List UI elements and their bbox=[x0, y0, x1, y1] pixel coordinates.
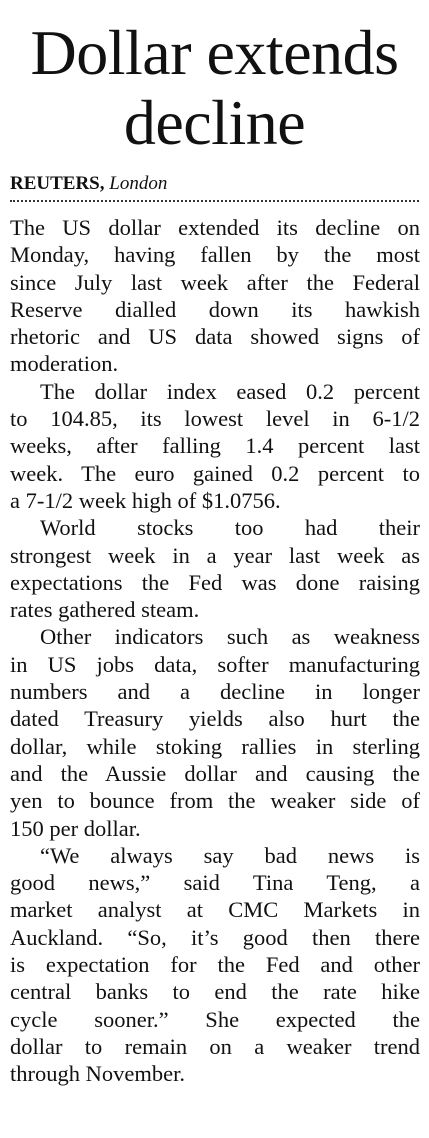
text-line: central banks to end the rate hike bbox=[10, 979, 420, 1005]
text-line: numbers and a decline in longer bbox=[10, 679, 420, 705]
text-line: since July last week after the Federal bbox=[10, 269, 420, 295]
text-line: weeks, after falling 1.4 percent last bbox=[10, 433, 420, 459]
text-line: “We always say bad news is bbox=[40, 842, 420, 868]
text-line: dollar to remain on a weaker trend bbox=[10, 1033, 420, 1059]
text-line: moderation. bbox=[10, 351, 119, 377]
paragraph: The US dollar extended its decline on Mon… bbox=[10, 214, 420, 378]
text-line: a 7-1/2 week high of $1.0756. bbox=[10, 487, 281, 513]
text-line: Monday, having fallen by the most bbox=[10, 242, 420, 268]
text-line: good news,” said Tina Teng, a bbox=[10, 870, 420, 896]
text-line: through November. bbox=[10, 1061, 185, 1087]
paragraph: Other indicators such as weakness in US j… bbox=[10, 623, 420, 841]
text-line: cycle sooner.” She expected the bbox=[10, 1006, 420, 1032]
text-line: rates gathered steam. bbox=[10, 597, 200, 623]
text-line: and the Aussie dollar and causing the bbox=[10, 760, 420, 786]
text-line: rhetoric and US data showed signs of bbox=[10, 324, 420, 350]
byline: REUTERS, London bbox=[10, 172, 419, 196]
text-line: is expectation for the Fed and other bbox=[10, 952, 420, 978]
text-line: expectations the Fed was done raising bbox=[10, 569, 420, 595]
text-line: The US dollar extended its decline on bbox=[10, 215, 420, 240]
text-line: Auckland. “So, it’s good then there bbox=[10, 924, 420, 950]
text-line: yen to bounce from the weaker side of bbox=[10, 788, 420, 814]
text-line: The dollar index eased 0.2 percent bbox=[40, 378, 420, 404]
separator bbox=[10, 200, 419, 202]
paragraph: World stocks too had their strongest week… bbox=[10, 514, 420, 623]
text-line: dollar, while stoking rallies in sterlin… bbox=[10, 733, 420, 759]
text-line: strongest week in a year last week as bbox=[10, 542, 420, 568]
headline: Dollar extends decline bbox=[30, 17, 400, 158]
text-line: World stocks too had their bbox=[40, 515, 420, 541]
text-line: dated Treasury yields also hurt the bbox=[10, 706, 420, 732]
text-line: in US jobs data, softer manufacturing bbox=[10, 651, 420, 677]
source: REUTERS, bbox=[10, 173, 105, 194]
text-line: Reserve dialled down its hawkish bbox=[10, 296, 420, 322]
text-line: to 104.85, its lowest level in 6-1/2 bbox=[10, 406, 420, 432]
paragraph: “We always say bad news is good news,” sa… bbox=[10, 842, 420, 1088]
paragraph: The dollar index eased 0.2 percent to 104… bbox=[10, 378, 420, 514]
text-line: 150 per dollar. bbox=[10, 815, 141, 841]
text-line: market analyst at CMC Markets in bbox=[10, 897, 420, 923]
article-body: The US dollar extended its decline on Mon… bbox=[10, 214, 420, 1088]
text-line: Other indicators such as weakness bbox=[40, 624, 420, 650]
text-line: week. The euro gained 0.2 percent to bbox=[10, 460, 420, 486]
location: London bbox=[109, 173, 168, 194]
